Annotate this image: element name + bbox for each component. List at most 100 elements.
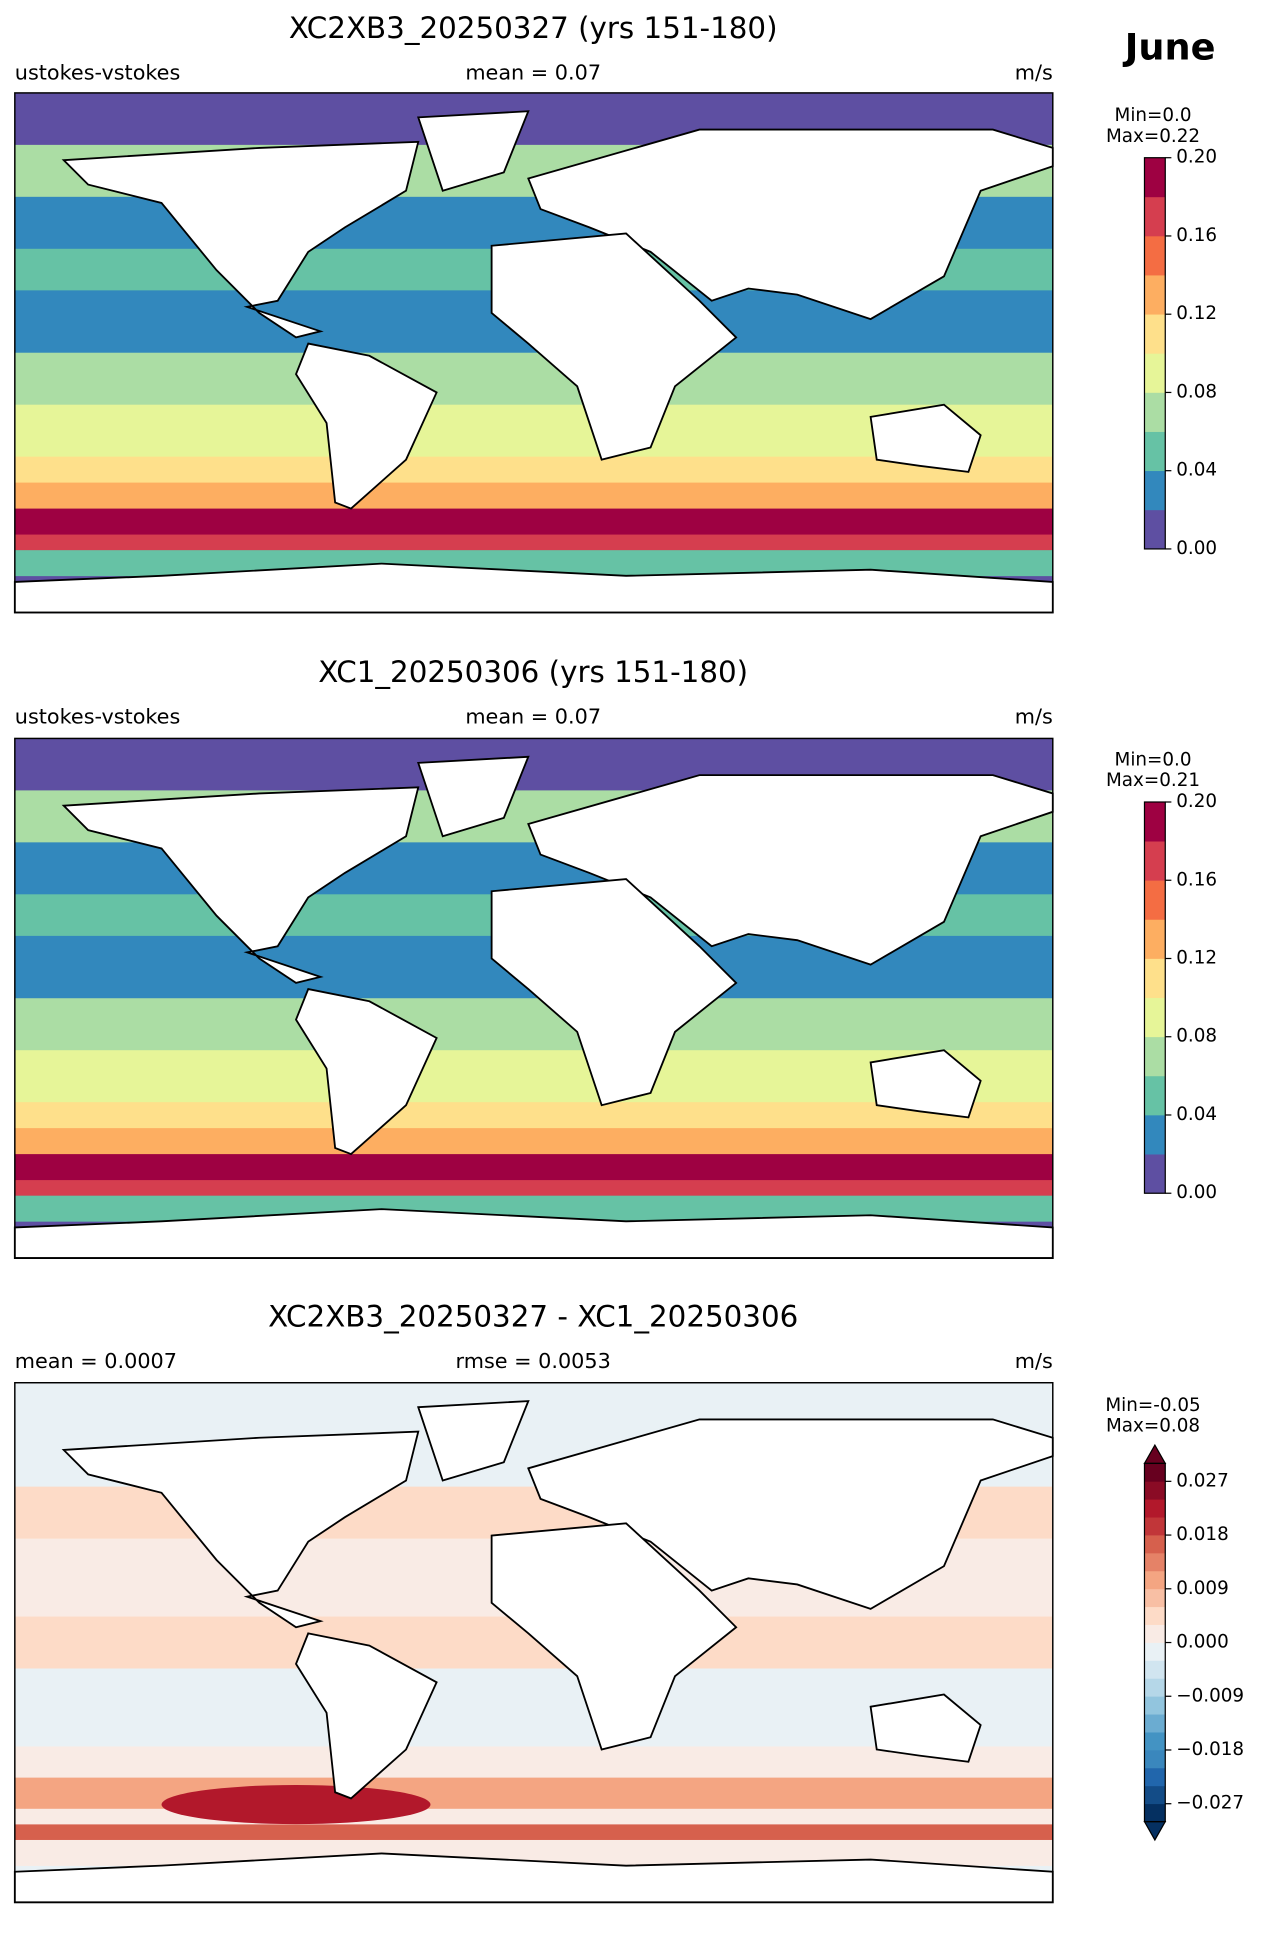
colorbar-segment — [1144, 1642, 1166, 1661]
colorbar-tick-label: −0.009 — [1176, 1685, 1244, 1706]
left-label: ustokes-vstokes — [15, 60, 180, 84]
colorbar-segment — [1144, 1785, 1166, 1805]
colorbar-segment — [1144, 997, 1166, 1038]
colorbar-frame — [1143, 801, 1166, 1194]
center-label: mean = 0.07 — [465, 705, 601, 729]
field-band — [14, 1746, 1053, 1779]
colorbar-tick-label: −0.018 — [1176, 1739, 1244, 1760]
map-frame — [14, 1381, 1054, 1904]
colorbar-segment — [1144, 509, 1166, 550]
colorbar-segment — [1144, 1678, 1166, 1697]
colorbar-tick-label: 0.16 — [1176, 869, 1217, 890]
field-band — [14, 456, 1053, 484]
min-label: Min=-0.05 — [1105, 1395, 1200, 1416]
colorbar-segment — [1144, 1660, 1166, 1679]
panel-title: XC2XB3_20250327 - XC1_20250306 — [268, 1299, 798, 1333]
min-label: Min=0.0 — [1115, 749, 1192, 770]
colorbar-tick-label: −0.027 — [1176, 1793, 1244, 1814]
map — [13, 92, 1054, 614]
colorbar-segment — [1144, 1696, 1166, 1715]
colorbar-segment — [1144, 919, 1166, 959]
units-label: m/s — [1015, 1349, 1053, 1373]
colorbar-segment — [1144, 1036, 1166, 1077]
panel-title: XC1_20250306 (yrs 151-180) — [318, 655, 748, 689]
colorbar-segment — [1144, 196, 1166, 237]
colorbar-segment — [1144, 1517, 1166, 1536]
colorbar-segment — [1144, 1732, 1166, 1751]
colorbar-tick-label: 0.04 — [1176, 1104, 1217, 1125]
field-band — [14, 352, 1053, 406]
map — [13, 737, 1054, 1259]
max-label: Max=0.08 — [1106, 1416, 1200, 1437]
colorbar-segment — [1144, 431, 1166, 472]
colorbar-segment — [1144, 392, 1166, 432]
colorbar-segment — [1144, 802, 1166, 842]
colorbar-tick-label: 0.009 — [1176, 1578, 1228, 1599]
colorbar-tick-label: 0.20 — [1176, 791, 1217, 812]
field-band — [14, 508, 1053, 536]
colorbar-segment — [1144, 353, 1166, 393]
colorbar-segment — [1144, 1803, 1166, 1822]
field-band — [14, 1180, 1053, 1197]
units-label: m/s — [1015, 60, 1053, 84]
colorbar-segment — [1144, 1749, 1166, 1769]
colorbar-segment — [1144, 1075, 1166, 1116]
colorbar-segment — [1144, 841, 1166, 881]
field-band — [14, 998, 1053, 1051]
colorbar-segment — [1144, 1499, 1166, 1518]
field-band — [14, 1102, 1053, 1129]
max-label: Max=0.22 — [1106, 126, 1200, 147]
field-band — [14, 1154, 1053, 1181]
colorbar-tick-label: 0.027 — [1176, 1470, 1228, 1491]
field-band — [14, 1128, 1053, 1155]
colorbar-segment — [1144, 314, 1166, 354]
colorbar-tick-label: 0.08 — [1176, 381, 1217, 402]
left-label: ustokes-vstokes — [15, 705, 180, 729]
map-frame — [14, 92, 1054, 614]
map-frame — [14, 737, 1054, 1259]
left-label: mean = 0.0007 — [15, 1349, 177, 1373]
colorbar-segment — [1144, 1588, 1166, 1608]
colorbar-segment — [1144, 1624, 1166, 1643]
colorbar-segment — [1144, 1114, 1166, 1155]
colorbar-segment — [1144, 1552, 1166, 1572]
colorbar-segment — [1144, 880, 1166, 920]
colorbar-segment — [1144, 275, 1166, 315]
colorbar-segment — [1144, 1463, 1166, 1482]
colorbar-tick-label: 0.00 — [1176, 538, 1217, 559]
colorbar-tick-label: 0.000 — [1176, 1632, 1228, 1653]
colorbar-segment — [1144, 1714, 1166, 1733]
colorbar-segment — [1144, 958, 1166, 998]
colorbar-segment — [1144, 1570, 1166, 1590]
colorbar-tick-label: 0.04 — [1176, 460, 1217, 481]
colorbar-segment — [1144, 1767, 1166, 1787]
colorbar-tick-label: 0.12 — [1176, 303, 1217, 324]
colorbar-segment — [1144, 235, 1166, 276]
field-band — [14, 534, 1053, 551]
field-band — [14, 482, 1053, 510]
colorbar-tick-label: 0.20 — [1176, 147, 1217, 168]
colorbar-segment — [1144, 470, 1166, 511]
colorbar-tick-label: 0.018 — [1176, 1524, 1228, 1545]
colorbar-frame — [1143, 1462, 1166, 1823]
colorbar-tick-label: 0.08 — [1176, 1026, 1217, 1047]
min-label: Min=0.0 — [1115, 105, 1192, 126]
panel-title: XC2XB3_20250327 (yrs 151-180) — [289, 11, 778, 45]
field-anomaly — [161, 1784, 431, 1825]
field-band — [14, 1824, 1053, 1841]
colorbar-extend-high — [1143, 1443, 1167, 1465]
colorbar-segment — [1144, 1535, 1166, 1554]
colorbar-segment — [1144, 157, 1166, 198]
center-label: mean = 0.07 — [465, 60, 601, 84]
figure-title: June — [1122, 25, 1216, 68]
colorbar-extend-low — [1143, 1821, 1167, 1842]
max-label: Max=0.21 — [1106, 770, 1200, 791]
colorbar-segment — [1144, 1154, 1166, 1194]
colorbar-tick-label: 0.12 — [1176, 947, 1217, 968]
center-label: rmse = 0.0053 — [456, 1349, 611, 1373]
map — [13, 1381, 1054, 1904]
colorbar-tick-label: 0.00 — [1176, 1182, 1217, 1203]
colorbar-segment — [1144, 1481, 1166, 1500]
colorbar-frame — [1143, 157, 1166, 550]
